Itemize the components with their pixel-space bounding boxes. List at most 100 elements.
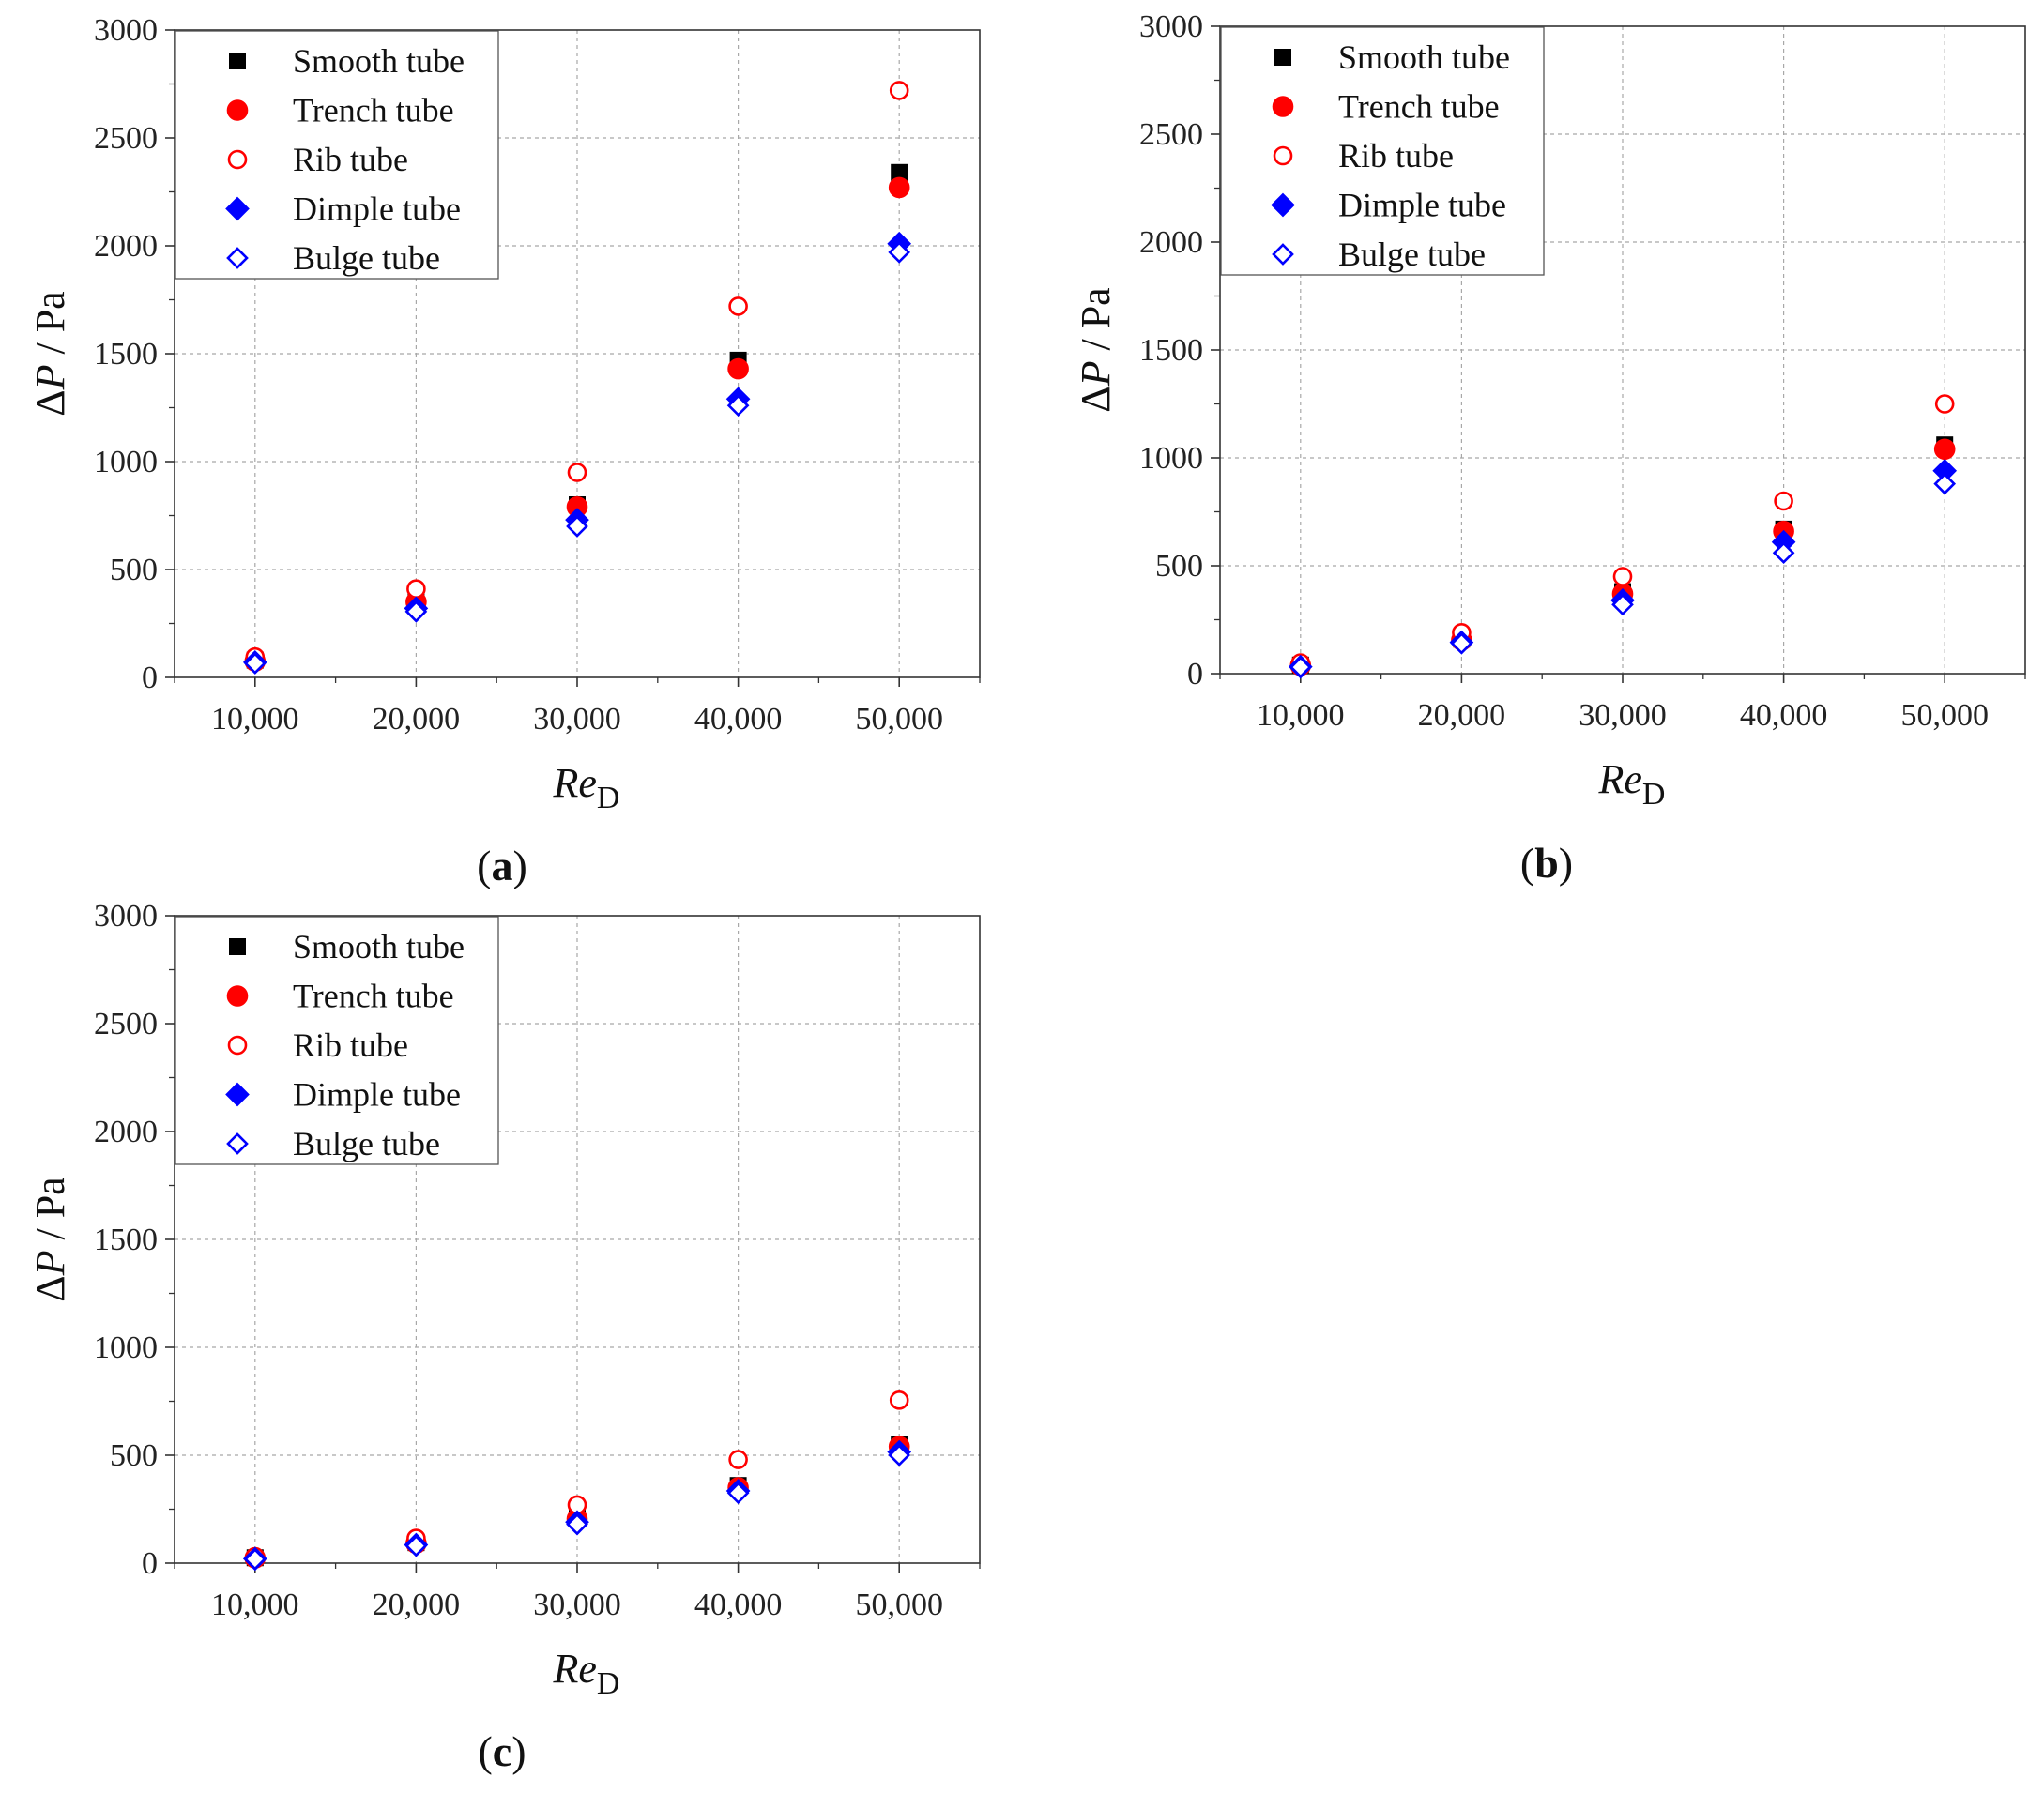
data-point-bulge xyxy=(404,1534,428,1557)
x-tick-label: 30,000 xyxy=(533,1588,621,1622)
data-point-bulge xyxy=(726,1482,750,1505)
y-axis-delta: Δ xyxy=(27,389,73,416)
x-axis-title: ReD xyxy=(553,760,620,815)
y-axis-variable: P xyxy=(27,1251,73,1277)
data-point-bulge xyxy=(404,600,428,623)
panel-label: (c) xyxy=(478,1727,526,1775)
data-point-bulge xyxy=(566,1512,588,1536)
legend-label-bulge: Bulge tube xyxy=(1338,236,1486,273)
y-axis-delta: Δ xyxy=(1073,386,1119,412)
data-point-bulge xyxy=(1933,472,1957,495)
y-tick-label: 1500 xyxy=(94,1223,158,1257)
panel-paren-close: ) xyxy=(513,842,527,889)
data-point-bulge xyxy=(1289,656,1312,678)
legend-marker-dimple xyxy=(225,196,250,221)
legend: Smooth tube Trench tube Rib tube Dimple tub… xyxy=(1220,26,1545,276)
data-point-rib xyxy=(728,296,748,316)
x-axis-variable: Re xyxy=(553,760,597,806)
panel-label: (b) xyxy=(1520,839,1573,887)
legend-label-rib: Rib tube xyxy=(293,141,408,178)
y-tick-label: 2500 xyxy=(1139,117,1203,152)
legend-label-smooth: Smooth tube xyxy=(293,928,465,965)
y-tick-label: 0 xyxy=(142,661,158,695)
y-axis-title: ΔP / Pa xyxy=(1073,287,1119,412)
legend-marker-smooth xyxy=(229,53,246,69)
y-axis-title: ΔP / Pa xyxy=(27,1177,73,1301)
legend-label-rib: Rib tube xyxy=(293,1026,408,1064)
data-point-bulge xyxy=(888,241,911,264)
y-tick-label: 2500 xyxy=(94,121,158,156)
x-tick-label: 20,000 xyxy=(373,702,461,737)
legend-label-rib: Rib tube xyxy=(1338,137,1454,175)
panel-paren-close: ) xyxy=(511,1727,526,1775)
y-axis-unit: / Pa xyxy=(1073,287,1119,360)
legend-marker-smooth xyxy=(229,938,246,955)
y-tick-label: 1000 xyxy=(1139,441,1203,476)
legend-label-dimple: Dimple tube xyxy=(1338,187,1506,224)
y-tick-label: 1500 xyxy=(1139,333,1203,368)
y-tick-label: 500 xyxy=(1155,549,1203,584)
legend-label-trench: Trench tube xyxy=(1338,88,1500,126)
x-tick-label: 50,000 xyxy=(855,702,943,737)
legend-marker-bulge xyxy=(226,1132,249,1155)
legend-marker-dimple xyxy=(225,1082,250,1107)
chart-panel-b: 0 500 1000 1500 2000 2500 3000 10,000 20,000 30,0… xyxy=(1073,9,2026,887)
data-point-bulge xyxy=(888,1444,911,1466)
x-tick-label: 40,000 xyxy=(1740,698,1828,733)
x-tick-label: 10,000 xyxy=(1257,698,1345,733)
y-axis-variable: P xyxy=(27,365,73,391)
data-point-bulge xyxy=(726,394,750,418)
y-tick-label: 2000 xyxy=(94,1115,158,1149)
x-tick-label: 30,000 xyxy=(533,702,621,737)
legend-label-smooth: Smooth tube xyxy=(1338,38,1510,76)
legend-marker-rib xyxy=(227,1035,248,1056)
x-tick-label: 30,000 xyxy=(1579,698,1667,733)
data-point-rib xyxy=(406,579,426,600)
x-axis-subscript: D xyxy=(1642,777,1666,812)
y-axis-title: ΔP / Pa xyxy=(27,291,73,416)
x-tick-label: 10,000 xyxy=(211,702,299,737)
data-point-rib xyxy=(889,1390,909,1410)
y-tick-label: 0 xyxy=(142,1546,158,1581)
legend-marker-trench xyxy=(226,99,249,121)
panel-label: (a) xyxy=(477,842,527,889)
data-point-bulge xyxy=(243,652,267,675)
panel-paren-open: ( xyxy=(1520,839,1534,887)
y-tick-label: 500 xyxy=(110,553,158,587)
legend: Smooth tube Trench tube Rib tube Dimple tub… xyxy=(175,30,499,280)
y-axis-delta: Δ xyxy=(27,1275,73,1301)
panel-letter: b xyxy=(1534,839,1559,887)
data-point-trench xyxy=(727,357,749,380)
data-point-bulge xyxy=(1772,541,1795,565)
legend-label-trench: Trench tube xyxy=(293,92,454,129)
y-tick-label: 2500 xyxy=(94,1007,158,1041)
y-tick-label: 3000 xyxy=(1139,9,1203,44)
legend-marker-rib xyxy=(227,149,248,170)
x-tick-label: 20,000 xyxy=(1418,698,1506,733)
data-point-bulge xyxy=(566,515,588,538)
data-point-trench xyxy=(888,176,910,199)
data-point-rib xyxy=(889,81,909,100)
legend-label-bulge: Bulge tube xyxy=(293,239,440,277)
x-tick-label: 10,000 xyxy=(211,1588,299,1622)
x-tick-label: 40,000 xyxy=(694,1588,783,1622)
x-axis-variable: Re xyxy=(553,1646,597,1692)
legend-marker-rib xyxy=(1273,145,1293,166)
data-point-rib xyxy=(728,1450,748,1469)
y-axis-unit: / Pa xyxy=(27,1177,73,1250)
y-tick-label: 1500 xyxy=(94,337,158,372)
x-axis-subscript: D xyxy=(597,1666,620,1701)
data-point-bulge xyxy=(1611,593,1634,616)
chart-panel-a: 0 500 1000 1500 2000 2500 3000 10,000 20,000 30,0… xyxy=(27,13,981,889)
data-point-bulge xyxy=(243,1548,267,1571)
legend-marker-dimple xyxy=(1271,192,1295,218)
panel-paren-close: ) xyxy=(1559,839,1573,887)
y-tick-label: 2000 xyxy=(94,229,158,264)
y-tick-label: 500 xyxy=(110,1438,158,1473)
data-point-bulge xyxy=(1450,631,1473,655)
legend-label-dimple: Dimple tube xyxy=(293,190,461,228)
legend-marker-smooth xyxy=(1274,49,1291,66)
x-axis-title: ReD xyxy=(1598,756,1666,812)
x-tick-label: 50,000 xyxy=(855,1588,943,1622)
